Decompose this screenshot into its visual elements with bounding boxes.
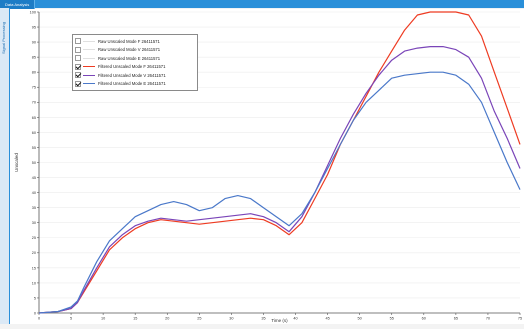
legend-checkbox-icon[interactable] <box>75 55 81 62</box>
side-panel[interactable]: Signal Processing <box>0 8 10 324</box>
legend-item[interactable]: Raw Unscaled Mode V 26411571 <box>75 46 195 55</box>
legend-item[interactable]: Raw Unscaled Mode F 26411571 <box>75 37 195 46</box>
legend-item[interactable]: Filtered Unscaled Mode V 26411571 <box>75 71 195 80</box>
legend-item[interactable]: Filtered Unscaled Mode F 26411571 <box>75 63 195 72</box>
y-tick-label: 40 <box>32 191 36 195</box>
line-chart[interactable]: 0510152025303540455055606570758085909510… <box>10 9 524 324</box>
legend-checkbox-icon[interactable] <box>75 63 81 70</box>
legend-checkbox-icon[interactable] <box>75 46 81 53</box>
y-axis-label: Unscaled <box>14 153 19 172</box>
y-tick-label: 75 <box>32 86 36 90</box>
y-tick-label: 50 <box>32 161 36 165</box>
y-tick-label: 15 <box>32 266 36 270</box>
y-tick-label: 5 <box>34 296 36 300</box>
y-tick-label: 20 <box>32 251 36 255</box>
chart-area[interactable]: 0 5 10 15 20 25 30 35 40 45 50 55 60 65 70 75 80 85 90 95 10… <box>10 9 524 324</box>
x-tick-label: 65 <box>454 317 458 321</box>
x-tick-label: 35 <box>261 317 265 321</box>
x-tick-label: 75 <box>518 317 522 321</box>
legend-checkbox-icon[interactable] <box>75 38 81 45</box>
legend-swatch <box>83 57 95 59</box>
side-panel-label: Signal Processing <box>1 22 6 55</box>
x-tick-label: 20 <box>165 317 169 321</box>
legend-label: Filtered Unscaled Mode F 26411571 <box>98 64 166 70</box>
legend-label: Raw Unscaled Mode V 26411571 <box>98 47 161 53</box>
x-tick-label: 10 <box>101 317 105 321</box>
y-tick-label: 35 <box>32 206 36 210</box>
y-tick-label: 30 <box>32 221 36 225</box>
chart-legend: Raw Unscaled Mode F 26411571 Raw Unscale… <box>72 34 198 91</box>
y-tick-label: 10 <box>32 281 36 285</box>
y-tick-label: 100 <box>30 10 36 14</box>
y-tick-label: 65 <box>32 116 36 120</box>
legend-swatch <box>83 49 95 51</box>
x-tick-label: 60 <box>422 317 426 321</box>
legend-checkbox-icon[interactable] <box>75 72 81 79</box>
x-tick-label: 45 <box>325 317 329 321</box>
y-tick-label: 25 <box>32 236 36 240</box>
y-tick-label: 85 <box>32 56 36 60</box>
legend-label: Filtered Unscaled Mode V 26411571 <box>98 72 166 78</box>
legend-item[interactable]: Filtered Unscaled Mode E 26411571 <box>75 80 195 89</box>
x-tick-label: 15 <box>133 317 137 321</box>
x-tick-label: 25 <box>197 317 201 321</box>
y-tick-label: 55 <box>32 146 36 150</box>
x-tick-label: 70 <box>486 317 490 321</box>
tab-data-analysis[interactable]: Data Analysis <box>0 0 36 10</box>
legend-checkbox-icon[interactable] <box>75 80 81 87</box>
y-tick-label: 80 <box>32 71 36 75</box>
legend-swatch <box>83 40 95 42</box>
y-tick-label: 95 <box>32 25 36 29</box>
series-line <box>38 71 521 314</box>
series-line <box>38 11 521 314</box>
x-axis-label: Time (s) <box>271 318 288 323</box>
x-tick-label: 5 <box>70 317 72 321</box>
y-tick-label: 45 <box>32 176 36 180</box>
legend-label: Raw Unscaled Mode F 26411571 <box>98 38 160 44</box>
x-tick-label: 50 <box>358 317 362 321</box>
x-tick-label: 55 <box>390 317 394 321</box>
legend-item[interactable]: Raw Unscaled Mode E 26411571 <box>75 54 195 63</box>
x-tick-label: 40 <box>293 317 297 321</box>
legend-swatch <box>83 74 95 76</box>
legend-label: Filtered Unscaled Mode E 26411571 <box>98 81 166 87</box>
x-tick-label: 30 <box>229 317 233 321</box>
y-tick-label: 0 <box>34 311 36 315</box>
legend-label: Raw Unscaled Mode E 26411571 <box>98 55 161 61</box>
legend-swatch <box>83 83 95 85</box>
y-tick-label: 90 <box>32 41 36 45</box>
x-tick-label: 0 <box>38 317 40 321</box>
title-bar <box>0 0 524 8</box>
y-tick-label: 60 <box>32 131 36 135</box>
legend-swatch <box>83 66 95 68</box>
series-line <box>38 45 521 314</box>
y-tick-label: 70 <box>32 101 36 105</box>
